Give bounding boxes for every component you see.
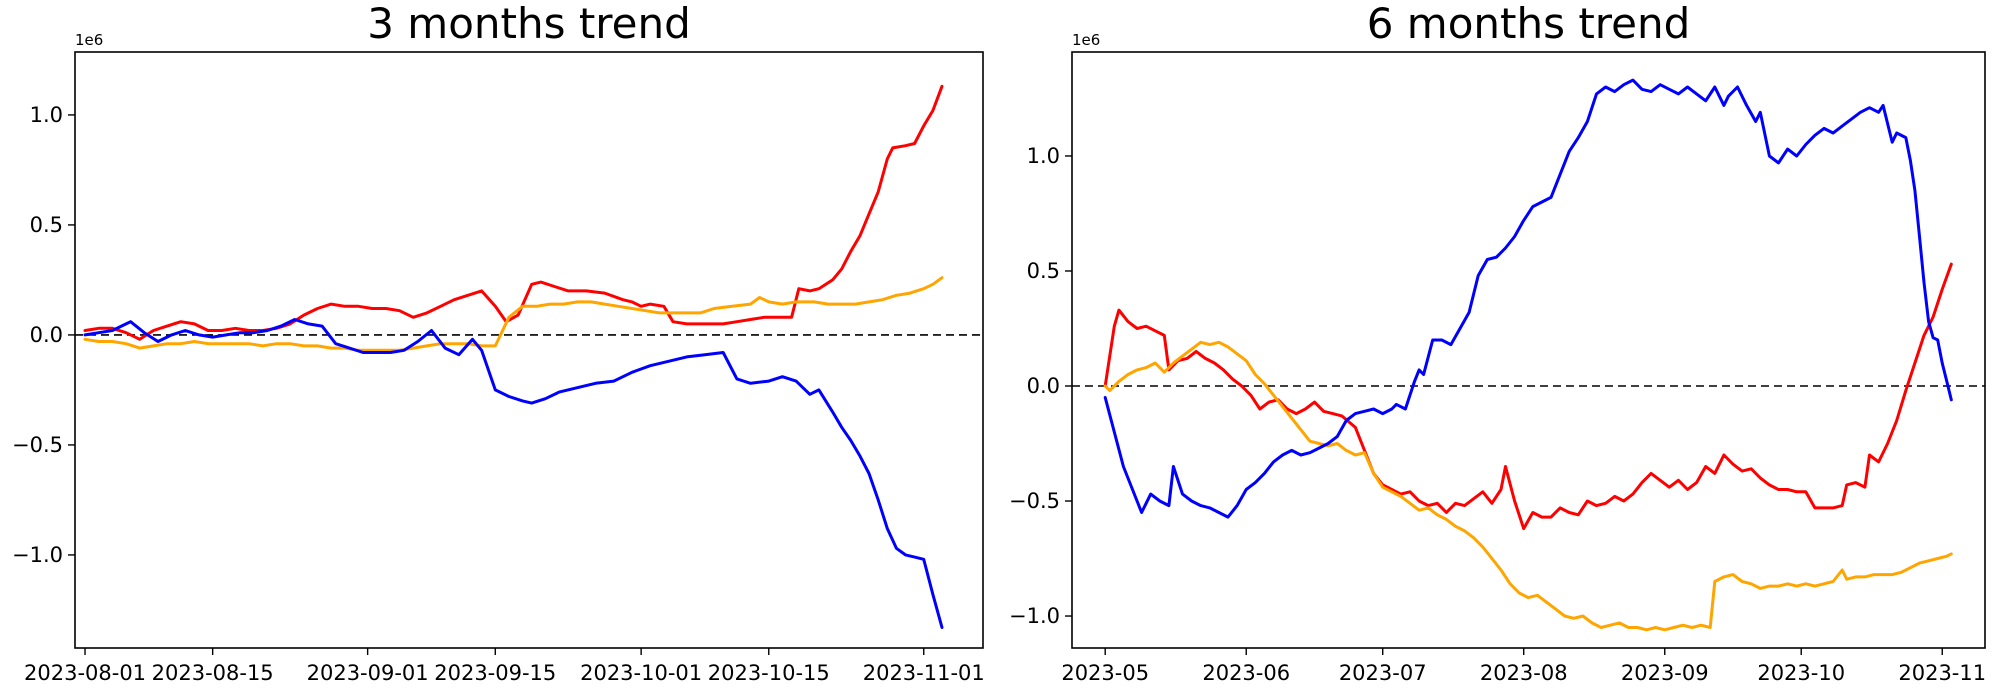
- chart-6-months-trend: 2023-05 2023-06 2023-07 2023-08 2023-09 2023-…: [1009, 31, 1986, 685]
- y-tick-label: −0.5: [12, 433, 63, 457]
- y-tick-label: −1.0: [12, 543, 63, 567]
- y-tick-label: 0.5: [30, 213, 63, 237]
- x-tick-label: 2023-11-01: [863, 661, 985, 685]
- x-tick-label: 2023-10-01: [580, 661, 702, 685]
- chart-3-months-trend: 2023-08-01 2023-08-15 2023-09-01 2023-09-15…: [12, 31, 985, 685]
- x-tick-label: 2023-09-01: [307, 661, 429, 685]
- x-tick-label: 2023-10: [1757, 661, 1845, 685]
- x-tick-label: 2023-06: [1202, 661, 1290, 685]
- x-tick-label: 2023-05: [1061, 661, 1149, 685]
- x-tick-label: 2023-07: [1339, 661, 1427, 685]
- y-tick-label: −0.5: [1009, 489, 1060, 513]
- plot-border: [74, 51, 984, 649]
- series-line-red: [1103, 262, 1953, 531]
- x-tick-label: 2023-09-15: [434, 661, 556, 685]
- series-line-red: [83, 84, 944, 341]
- series-line-blue: [1103, 78, 1953, 519]
- x-tick-label: 2023-11: [1898, 661, 1986, 685]
- plot-border: [1071, 51, 1986, 649]
- y-tick-label: 0.5: [1027, 259, 1060, 283]
- x-tick-label: 2023-09: [1621, 661, 1709, 685]
- y-tick-label: 1.0: [30, 103, 63, 127]
- x-tick-label: 2023-10-15: [708, 661, 830, 685]
- y-tick-label: −1.0: [1009, 604, 1060, 628]
- series-line-orange: [83, 276, 944, 352]
- series-line-blue: [83, 318, 944, 629]
- y-tick-label: 0.0: [30, 323, 63, 347]
- x-tick-label: 2023-08-15: [152, 661, 274, 685]
- y-tick-label: 0.0: [1027, 374, 1060, 398]
- axis-offset-label: 1e6: [1072, 31, 1100, 49]
- x-tick-label: 2023-08-01: [24, 661, 146, 685]
- axis-offset-label: 1e6: [75, 31, 103, 49]
- x-tick-label: 2023-08: [1480, 661, 1568, 685]
- y-tick-label: 1.0: [1027, 144, 1060, 168]
- chart-title-6-months: 6 months trend: [1366, 0, 1691, 48]
- chart-title-3-months: 3 months trend: [367, 0, 691, 48]
- series-line-orange: [1103, 340, 1953, 632]
